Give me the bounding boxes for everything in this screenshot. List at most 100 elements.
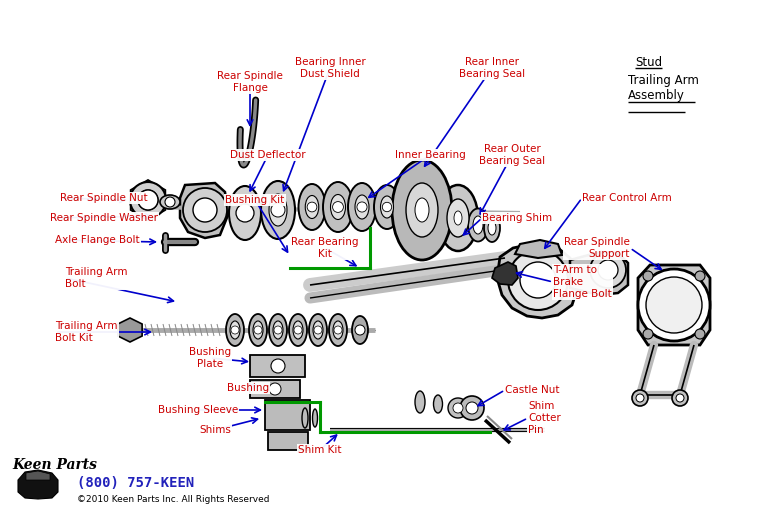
Circle shape bbox=[334, 326, 342, 334]
Circle shape bbox=[355, 325, 365, 335]
Text: Bushing Sleeve: Bushing Sleeve bbox=[158, 405, 238, 415]
Text: Rear Outer
Bearing Seal: Rear Outer Bearing Seal bbox=[479, 144, 545, 166]
FancyBboxPatch shape bbox=[250, 355, 305, 377]
Circle shape bbox=[695, 271, 705, 281]
Text: Rear Bearing
Kit: Rear Bearing Kit bbox=[291, 237, 359, 259]
Ellipse shape bbox=[289, 314, 307, 346]
Polygon shape bbox=[118, 318, 142, 342]
Ellipse shape bbox=[230, 321, 240, 339]
Text: Shim
Cotter
Pin: Shim Cotter Pin bbox=[528, 401, 561, 435]
Text: Castle Nut: Castle Nut bbox=[505, 385, 560, 395]
Ellipse shape bbox=[269, 194, 287, 226]
Ellipse shape bbox=[293, 321, 303, 339]
Text: Bearing Shim: Bearing Shim bbox=[482, 213, 552, 223]
Polygon shape bbox=[492, 262, 518, 285]
Circle shape bbox=[231, 326, 239, 334]
Ellipse shape bbox=[249, 314, 267, 346]
Circle shape bbox=[254, 326, 262, 334]
Circle shape bbox=[508, 250, 568, 310]
Text: Bushing: Bushing bbox=[227, 383, 269, 393]
Circle shape bbox=[643, 271, 653, 281]
Text: Bearing Inner
Dust Shield: Bearing Inner Dust Shield bbox=[295, 57, 366, 79]
Ellipse shape bbox=[329, 314, 347, 346]
Circle shape bbox=[183, 188, 227, 232]
Text: Rear Spindle
Flange: Rear Spindle Flange bbox=[217, 71, 283, 93]
Ellipse shape bbox=[313, 409, 317, 427]
Ellipse shape bbox=[330, 194, 346, 220]
Circle shape bbox=[448, 398, 468, 418]
Text: Trailing Arm
Bolt: Trailing Arm Bolt bbox=[65, 267, 128, 289]
Ellipse shape bbox=[229, 186, 261, 240]
Circle shape bbox=[236, 204, 254, 222]
Text: Rear Spindle
Support: Rear Spindle Support bbox=[564, 237, 630, 259]
Circle shape bbox=[193, 198, 217, 222]
Circle shape bbox=[676, 394, 684, 402]
Ellipse shape bbox=[269, 314, 287, 346]
Circle shape bbox=[466, 402, 478, 414]
Circle shape bbox=[269, 383, 281, 395]
Circle shape bbox=[695, 329, 705, 339]
FancyBboxPatch shape bbox=[268, 432, 308, 450]
Text: Stud: Stud bbox=[635, 55, 662, 68]
Circle shape bbox=[638, 269, 710, 341]
Ellipse shape bbox=[309, 314, 327, 346]
Circle shape bbox=[632, 390, 648, 406]
Circle shape bbox=[138, 190, 158, 210]
Ellipse shape bbox=[374, 185, 400, 229]
Circle shape bbox=[307, 202, 317, 212]
Text: ©2010 Keen Parts Inc. All Rights Reserved: ©2010 Keen Parts Inc. All Rights Reserve… bbox=[77, 496, 270, 505]
Ellipse shape bbox=[454, 211, 462, 225]
Text: Bushing
Plate: Bushing Plate bbox=[189, 347, 231, 369]
Text: Rear Spindle Nut: Rear Spindle Nut bbox=[60, 193, 148, 203]
Ellipse shape bbox=[226, 314, 244, 346]
Ellipse shape bbox=[438, 185, 478, 251]
Ellipse shape bbox=[355, 195, 369, 219]
Ellipse shape bbox=[380, 196, 393, 218]
Circle shape bbox=[590, 252, 626, 288]
Ellipse shape bbox=[302, 408, 308, 428]
Polygon shape bbox=[570, 252, 628, 295]
Text: Dust Deflector: Dust Deflector bbox=[230, 150, 306, 160]
Circle shape bbox=[271, 203, 285, 217]
Polygon shape bbox=[180, 183, 228, 238]
Ellipse shape bbox=[305, 195, 319, 219]
Circle shape bbox=[138, 190, 158, 210]
Text: Axle Flange Bolt: Axle Flange Bolt bbox=[55, 235, 139, 245]
Polygon shape bbox=[515, 240, 562, 258]
Circle shape bbox=[165, 197, 175, 207]
Ellipse shape bbox=[488, 221, 496, 235]
Circle shape bbox=[333, 202, 343, 212]
Circle shape bbox=[453, 403, 463, 413]
Ellipse shape bbox=[447, 199, 469, 237]
Circle shape bbox=[357, 202, 367, 212]
Circle shape bbox=[520, 262, 556, 298]
Text: Rear Inner
Bearing Seal: Rear Inner Bearing Seal bbox=[459, 57, 525, 79]
Circle shape bbox=[646, 277, 702, 333]
Ellipse shape bbox=[484, 214, 500, 242]
Circle shape bbox=[383, 203, 392, 212]
Ellipse shape bbox=[160, 195, 180, 209]
Ellipse shape bbox=[348, 183, 376, 231]
FancyBboxPatch shape bbox=[250, 380, 300, 398]
Circle shape bbox=[130, 182, 166, 218]
Circle shape bbox=[271, 359, 285, 373]
Ellipse shape bbox=[415, 391, 425, 413]
Circle shape bbox=[274, 326, 282, 334]
Text: Shims: Shims bbox=[199, 425, 231, 435]
Ellipse shape bbox=[273, 321, 283, 339]
Ellipse shape bbox=[468, 209, 488, 241]
Circle shape bbox=[460, 396, 484, 420]
Text: Keen Parts: Keen Parts bbox=[12, 458, 97, 472]
Ellipse shape bbox=[473, 216, 483, 234]
FancyBboxPatch shape bbox=[265, 400, 310, 430]
Ellipse shape bbox=[434, 395, 443, 413]
Polygon shape bbox=[638, 265, 710, 345]
Ellipse shape bbox=[299, 184, 326, 230]
Polygon shape bbox=[26, 471, 50, 480]
Text: T-Arm to
Brake
Flange Bolt: T-Arm to Brake Flange Bolt bbox=[553, 265, 611, 298]
Polygon shape bbox=[131, 180, 166, 220]
Text: Trailing Arm
Bolt Kit: Trailing Arm Bolt Kit bbox=[55, 321, 118, 343]
Circle shape bbox=[314, 326, 322, 334]
Circle shape bbox=[672, 390, 688, 406]
Text: Rear Control Arm: Rear Control Arm bbox=[582, 193, 671, 203]
